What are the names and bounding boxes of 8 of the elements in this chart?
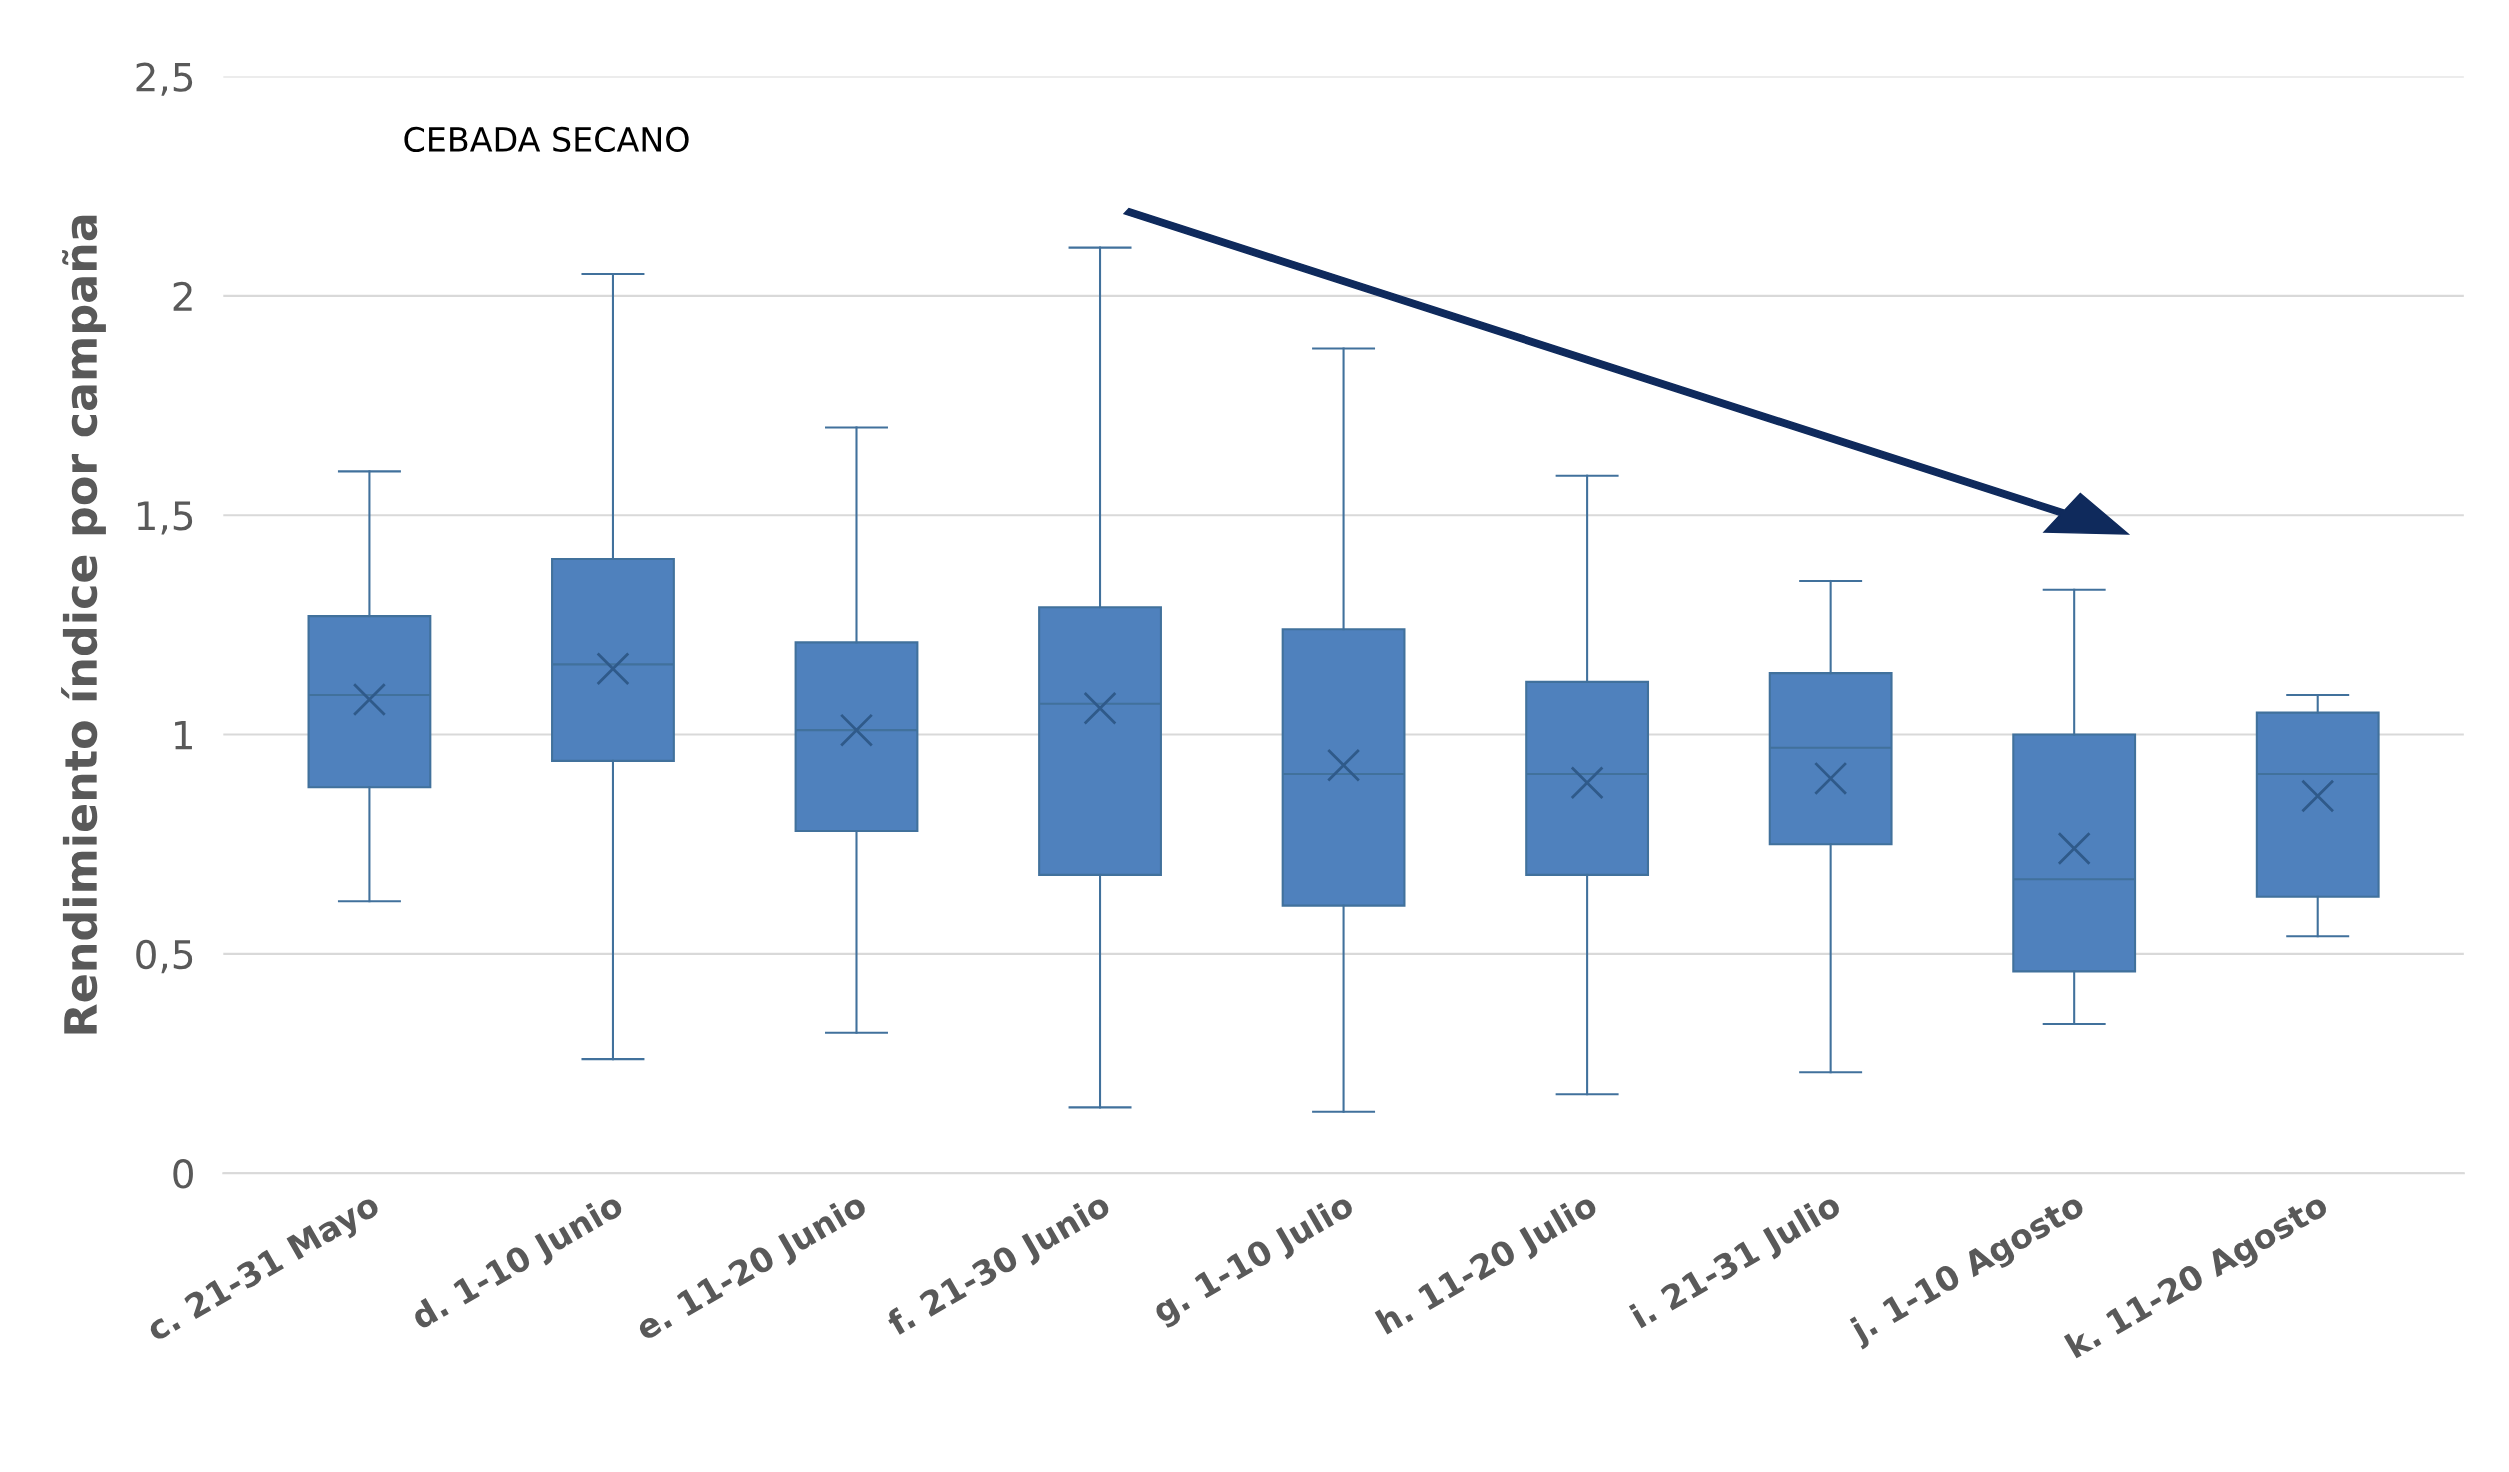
y-tick-label: 1,5 [137,501,193,535]
y-tick-label: 0 [173,1159,193,1189]
y-axis-title: Rendimiento índice por campaña [61,215,106,1034]
y-tick-label: 0,5 [136,939,193,974]
y-tick-label: 2,5 [136,62,193,96]
y-tick-label: 2 [173,281,192,311]
text: CEBADA SECANO [404,126,689,153]
y-tick-label: 1 [175,720,192,750]
